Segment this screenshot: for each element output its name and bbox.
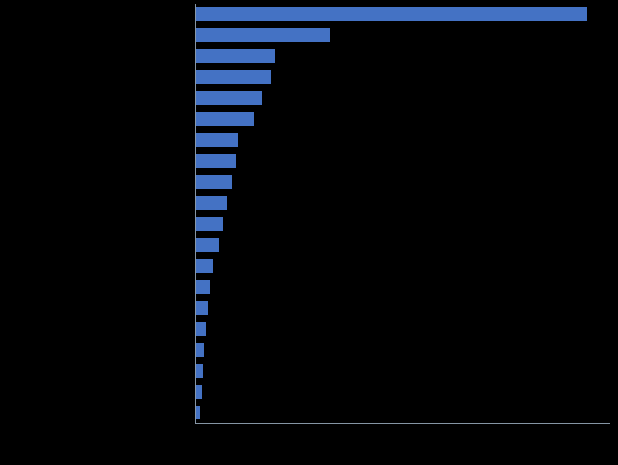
Bar: [195, 301, 208, 315]
Bar: [195, 154, 236, 168]
Bar: [195, 175, 232, 189]
Bar: [195, 406, 200, 419]
Bar: [195, 133, 239, 147]
Bar: [195, 112, 253, 126]
Bar: [195, 385, 201, 399]
Bar: [195, 343, 205, 357]
Bar: [195, 364, 203, 378]
Bar: [195, 238, 219, 252]
Bar: [195, 91, 262, 105]
Bar: [195, 322, 206, 336]
Bar: [195, 280, 210, 294]
Bar: [195, 7, 587, 21]
Bar: [195, 196, 227, 210]
Bar: [195, 217, 223, 231]
Bar: [195, 49, 275, 63]
Bar: [195, 28, 330, 42]
Bar: [195, 70, 271, 84]
Bar: [195, 259, 213, 272]
